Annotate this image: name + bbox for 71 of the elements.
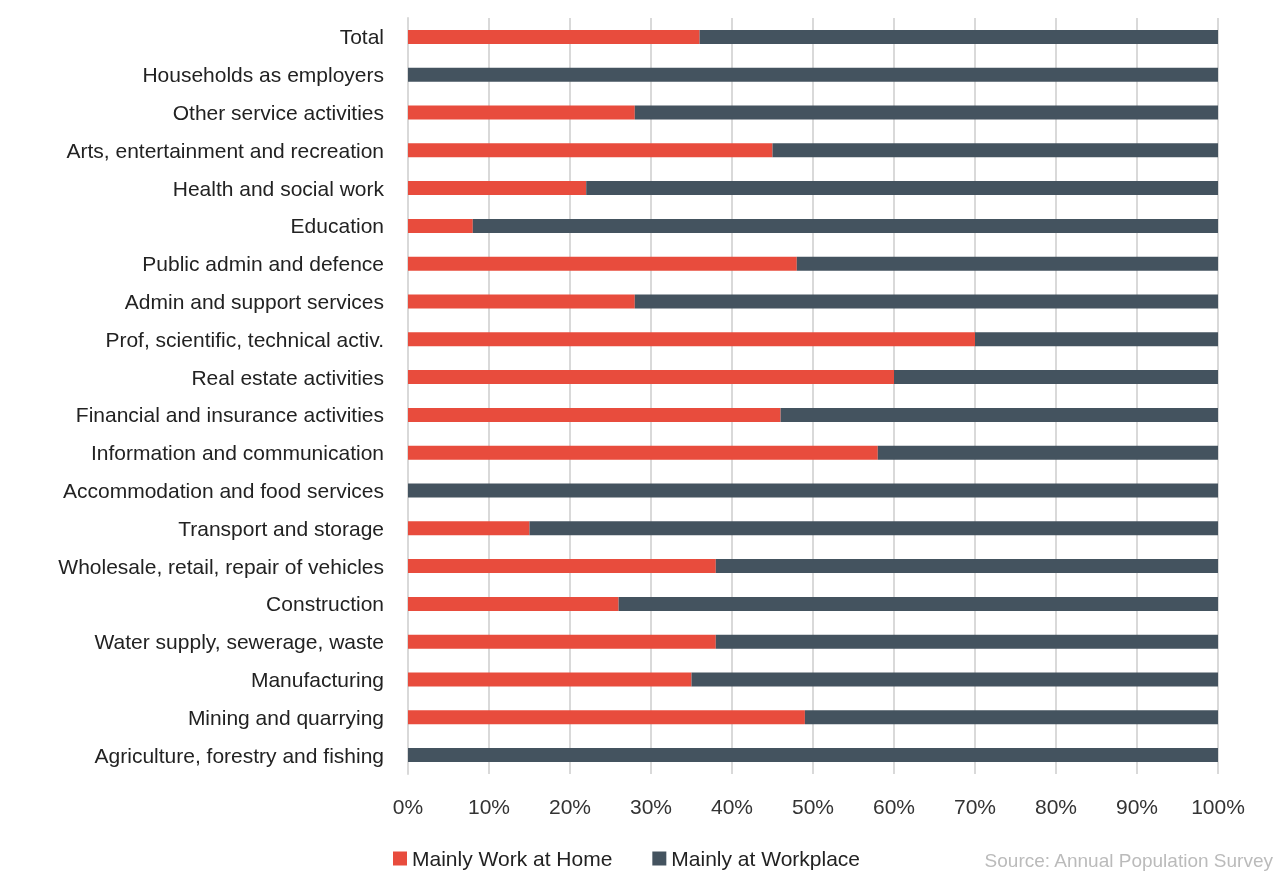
x-tick-label: 90%: [1115, 795, 1159, 818]
bar: [715, 634, 1218, 649]
bar: [408, 596, 619, 611]
bar: [408, 332, 975, 347]
y-tick-label: Public admin and defence: [142, 252, 384, 276]
y-tick-label: Wholesale, retail, repair of vehicles: [58, 554, 384, 578]
bar: [877, 445, 1218, 460]
bar: [894, 370, 1218, 385]
y-tick-label: Financial and insurance activities: [75, 403, 384, 427]
bar: [408, 634, 716, 649]
bar: [408, 748, 1218, 763]
bar: [408, 105, 635, 120]
y-tick-label: Households as employers: [142, 63, 384, 87]
y-tick-label: Health and social work: [172, 176, 385, 200]
y-tick-label: Information and communication: [91, 441, 384, 465]
bar: [715, 559, 1218, 574]
bar: [408, 67, 1218, 82]
bar: [408, 672, 692, 687]
x-tick-label: 50%: [791, 795, 835, 818]
x-tick-label: 100%: [1191, 795, 1245, 818]
legend-label: Mainly Work at Home: [412, 847, 613, 870]
y-tick-label: Education: [290, 214, 384, 238]
bar: [408, 559, 716, 574]
y-tick-label: Other service activities: [172, 101, 384, 124]
bar: [796, 256, 1218, 271]
y-tick-label: Arts, entertainment and recreation: [66, 138, 384, 162]
bar: [691, 672, 1218, 687]
bar: [975, 332, 1218, 347]
y-tick-label: Accommodation and food services: [63, 479, 384, 502]
bar: [772, 143, 1218, 158]
bar: [472, 218, 1218, 233]
bar: [634, 105, 1218, 120]
bar: [634, 294, 1218, 309]
bar: [408, 143, 773, 158]
bar: [408, 370, 894, 385]
bar: [408, 294, 635, 309]
bar: [408, 256, 797, 271]
y-tick-label: Mining and quarrying: [187, 705, 384, 729]
bar: [408, 29, 700, 44]
bar: [408, 521, 530, 536]
bar: [804, 710, 1218, 725]
y-tick-label: Agriculture, forestry and fishing: [94, 743, 384, 767]
y-tick-label: Transport and storage: [178, 516, 384, 540]
bar: [408, 181, 587, 196]
y-tick-label: Construction: [266, 592, 384, 616]
bar: [618, 596, 1218, 611]
x-tick-label: 0%: [392, 795, 424, 818]
y-tick-label: Water supply, sewerage, waste: [94, 630, 384, 654]
bar: [408, 483, 1218, 498]
x-tick-label: 10%: [467, 795, 511, 818]
x-tick-label: 40%: [710, 795, 754, 818]
legend-label: Mainly at Workplace: [671, 847, 861, 870]
y-tick-label: Admin and support services: [124, 290, 384, 313]
x-tick-label: 60%: [872, 795, 916, 818]
bar: [780, 407, 1218, 422]
y-tick-label: Manufacturing: [250, 668, 384, 691]
source-note: Source: Annual Population Survey: [984, 850, 1274, 871]
y-tick-label: Prof, scientific, technical activ.: [105, 327, 384, 351]
bar: [699, 29, 1218, 44]
x-tick-label: 20%: [548, 795, 592, 818]
x-tick-label: 70%: [953, 795, 997, 818]
bar: [529, 521, 1218, 536]
bar: [408, 445, 878, 460]
bar: [408, 710, 805, 725]
y-tick-label: Real estate activities: [191, 365, 384, 389]
x-tick-label: 30%: [629, 795, 673, 818]
y-tick-label: Total: [339, 25, 384, 49]
bar: [586, 181, 1218, 196]
bar: [408, 407, 781, 422]
x-tick-label: 80%: [1034, 795, 1078, 818]
bar: [408, 218, 473, 233]
